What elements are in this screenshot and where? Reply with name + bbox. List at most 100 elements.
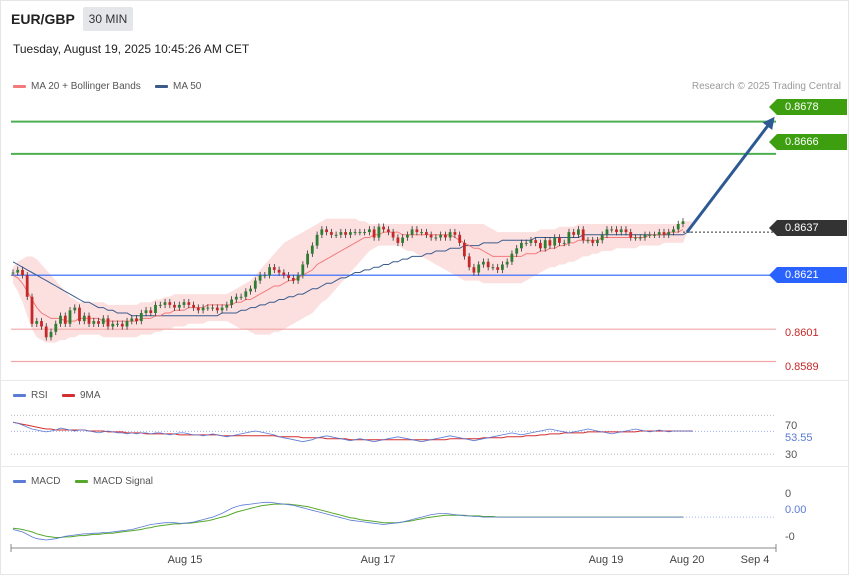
candle [215, 304, 219, 314]
candle [529, 236, 533, 247]
candle [467, 253, 471, 271]
candle-body [249, 288, 252, 292]
candle [638, 234, 642, 241]
candle-body [610, 229, 614, 231]
candle-body [510, 253, 514, 262]
macd-value: 0.00 [785, 504, 807, 516]
candle-body [477, 264, 481, 273]
timeframe-button[interactable]: 30 MIN [83, 7, 133, 31]
legend-ma20-swatch [13, 85, 26, 88]
price-level-lines [11, 120, 776, 363]
candle-body [653, 234, 656, 236]
candle-body [296, 275, 300, 281]
candle [249, 285, 252, 295]
candle-body [539, 242, 542, 249]
candle [391, 228, 395, 241]
macd-panel [12, 501, 776, 541]
candle [368, 226, 371, 236]
candle [287, 272, 290, 282]
legend-rsi-swatch [13, 394, 26, 397]
x-label-aug19: Aug 19 [588, 554, 624, 566]
candle [596, 236, 599, 247]
candle-body [120, 323, 124, 327]
candle [672, 226, 675, 236]
candle [187, 298, 191, 309]
candle-body [201, 307, 205, 311]
candle-body [534, 240, 538, 243]
candle-body [396, 237, 400, 243]
candle [330, 228, 333, 239]
candle-body [358, 232, 362, 234]
legend-macd-signal: MACD Signal [75, 476, 153, 487]
candle-body [16, 269, 20, 273]
candle-body [21, 269, 24, 276]
candle [163, 298, 167, 309]
x-label-aug20: Aug 20 [669, 554, 705, 566]
candle-body [548, 240, 552, 246]
candle [657, 228, 661, 239]
candle-body [349, 232, 352, 235]
candle-body [135, 318, 138, 322]
candle [463, 239, 466, 260]
candle-body [558, 237, 561, 243]
candle [634, 234, 637, 241]
candle [40, 317, 43, 330]
candle [486, 258, 490, 271]
candle-body [163, 302, 167, 305]
legend-ma50-label: MA 50 [173, 81, 202, 92]
candle [653, 231, 656, 239]
candle [44, 323, 48, 341]
candle-body [406, 234, 409, 238]
candle-body [106, 318, 110, 327]
candle [548, 236, 552, 249]
legend-ma20: MA 20 + Bollinger Bands [13, 81, 141, 92]
candle-body [211, 307, 214, 309]
candle [472, 263, 476, 276]
candle [662, 228, 666, 239]
x-label-sep4: Sep 4 [740, 554, 770, 566]
candle-body [434, 237, 438, 239]
candle [458, 231, 462, 247]
candle [125, 317, 129, 330]
candle [201, 304, 205, 314]
candle-body [263, 275, 267, 277]
candle [501, 261, 504, 274]
candle-body [496, 267, 500, 270]
candle-body [258, 275, 262, 281]
candle-body [667, 232, 671, 235]
candle [605, 226, 609, 239]
candle-body [149, 310, 153, 313]
candle [282, 269, 286, 279]
candle [196, 304, 200, 314]
legend-macd-swatch [13, 480, 26, 483]
candle [410, 226, 414, 239]
candle-body [463, 242, 466, 257]
candle [30, 293, 34, 328]
candle-body [182, 302, 186, 305]
candle-body [306, 253, 309, 265]
candle-body [372, 229, 376, 238]
candle-body [648, 234, 652, 236]
candle-body [144, 310, 148, 313]
candle-body [63, 315, 67, 324]
candle-body [600, 234, 604, 241]
candle-body [272, 267, 276, 270]
candle [543, 236, 547, 252]
legend-ma50-swatch [155, 85, 168, 88]
candle [225, 301, 229, 311]
rsi-value: 53.55 [785, 432, 813, 444]
candle-body [111, 323, 115, 327]
candle-body [287, 275, 290, 278]
target-arrow-line [685, 116, 775, 234]
candle-body [158, 304, 162, 306]
rsi-level-70: 70 [785, 420, 798, 432]
candle [168, 298, 172, 309]
candle [558, 234, 561, 247]
candle [206, 304, 210, 311]
candle [211, 304, 214, 311]
candle-body [154, 304, 157, 313]
x-label-aug17: Aug 17 [360, 554, 396, 566]
candle-body [363, 232, 366, 234]
candle-body [92, 321, 96, 324]
candle-body [35, 321, 39, 324]
